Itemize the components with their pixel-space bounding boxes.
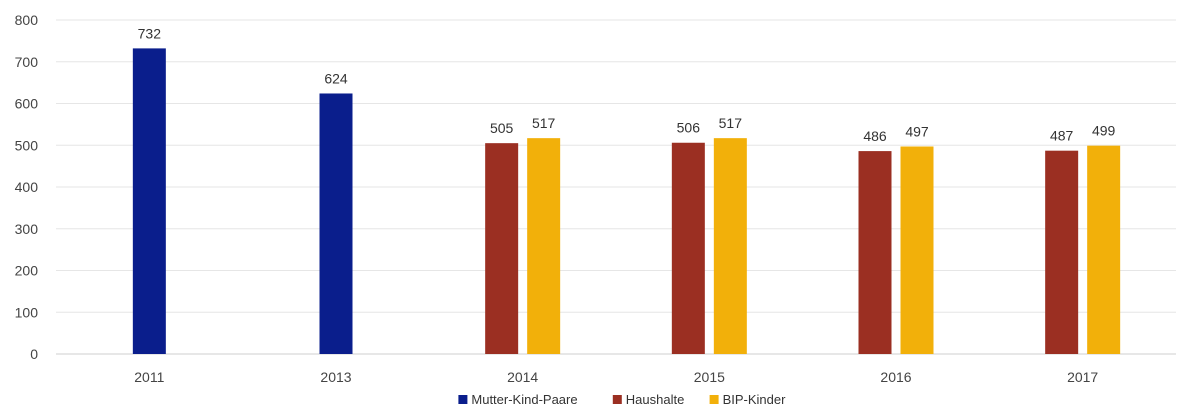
data-label: 486 <box>863 128 887 144</box>
bar-bip-kinder-2014 <box>527 138 561 354</box>
y-tick-label: 500 <box>15 137 39 153</box>
bar-bip-kinder-2015 <box>713 138 747 354</box>
x-tick-label: 2016 <box>880 369 911 385</box>
x-tick-label: 2017 <box>1067 369 1098 385</box>
legend-label: BIP-Kinder <box>723 392 787 407</box>
bar-bip-kinder-2016 <box>900 146 934 354</box>
y-tick-label: 0 <box>30 346 38 362</box>
x-tick-label: 2013 <box>320 369 351 385</box>
data-label: 505 <box>490 120 514 136</box>
x-tick-label: 2014 <box>507 369 538 385</box>
data-label: 732 <box>138 25 162 41</box>
bars <box>132 48 1121 354</box>
gridlines <box>56 19 1176 355</box>
data-label: 517 <box>719 115 743 131</box>
legend-label: Mutter-Kind-Paare <box>471 392 577 407</box>
y-tick-label: 800 <box>15 12 39 28</box>
y-tick-label: 400 <box>15 179 39 195</box>
data-labels: 732 624 505 517 506 517 486 497 487 499 <box>138 25 1116 144</box>
y-axis-ticks: 0 100 200 300 400 500 600 700 800 <box>15 12 39 362</box>
y-tick-label: 100 <box>15 304 39 320</box>
bar-bip-kinder-2017 <box>1087 145 1121 354</box>
data-label: 517 <box>532 115 556 131</box>
data-label: 487 <box>1050 128 1074 144</box>
legend-swatch <box>458 395 468 404</box>
x-tick-label: 2011 <box>134 369 164 385</box>
bar-mutter-kind-paare-2013 <box>319 93 353 354</box>
bar-haushalte-2016 <box>858 151 892 354</box>
x-axis-ticks: 2011 2013 2014 2015 2016 2017 <box>134 369 1098 385</box>
y-tick-label: 600 <box>15 96 39 112</box>
data-label: 499 <box>1092 123 1116 139</box>
bar-haushalte-2014 <box>485 143 519 354</box>
y-tick-label: 200 <box>15 263 39 279</box>
data-label: 497 <box>905 124 929 140</box>
legend-swatch <box>612 395 622 404</box>
data-label: 624 <box>324 70 348 86</box>
data-label: 506 <box>677 120 701 136</box>
legend: Mutter-Kind-Paare Haushalte BIP-Kinder <box>458 392 786 407</box>
bar-mutter-kind-paare-2011 <box>132 48 166 354</box>
legend-swatch <box>709 395 719 404</box>
bar-haushalte-2015 <box>671 142 705 354</box>
x-tick-label: 2015 <box>694 369 725 385</box>
bar-haushalte-2017 <box>1045 150 1079 354</box>
y-tick-label: 300 <box>15 221 39 237</box>
y-tick-label: 700 <box>15 54 39 70</box>
legend-label: Haushalte <box>626 392 685 407</box>
